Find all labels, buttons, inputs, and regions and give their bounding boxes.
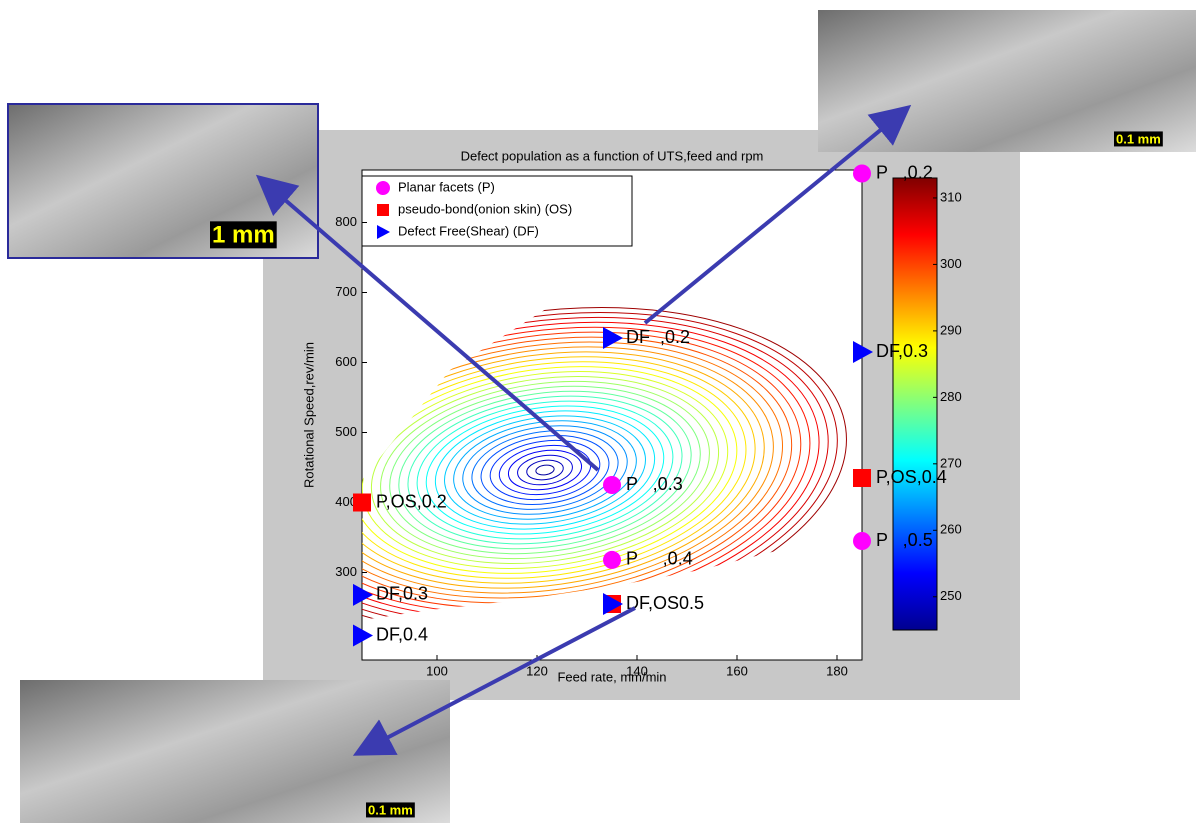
x-tick-label: 160 — [726, 663, 748, 678]
point-label: P,OS,0.4 — [876, 467, 947, 487]
x-tick-label: 100 — [426, 663, 448, 678]
point-label: DF ,0.2 — [626, 327, 690, 347]
marker — [603, 476, 621, 494]
marker — [853, 165, 871, 183]
legend-label: pseudo-bond(onion skin) (OS) — [398, 201, 572, 216]
y-tick-label: 500 — [335, 424, 357, 439]
legend-marker — [376, 181, 390, 195]
legend-marker — [377, 204, 389, 216]
colorbar-tick-label: 250 — [940, 588, 962, 603]
x-tick-label: 180 — [826, 663, 848, 678]
marker — [603, 551, 621, 569]
colorbar-tick-label: 260 — [940, 522, 962, 537]
point-label: DF,0.3 — [376, 584, 428, 604]
x-tick-label: 140 — [626, 663, 648, 678]
chart-title: Defect population as a function of UTS,f… — [461, 148, 764, 163]
scale-label: 0.1 mm — [1116, 131, 1161, 146]
point-label: P ,0.4 — [626, 549, 693, 569]
legend-label: Defect Free(Shear) (DF) — [398, 223, 539, 238]
point-label: P ,0.3 — [626, 474, 683, 494]
colorbar — [893, 178, 937, 630]
colorbar-tick-label: 310 — [940, 189, 962, 204]
marker — [853, 469, 871, 487]
marker — [853, 532, 871, 550]
point-label: DF,OS0.5 — [626, 593, 704, 613]
point-label: P,OS,0.2 — [376, 491, 447, 511]
y-tick-label: 300 — [335, 564, 357, 579]
scale-label: 0.1 mm — [368, 802, 413, 817]
colorbar-tick-label: 280 — [940, 389, 962, 404]
x-axis-label: Feed rate, mm/min — [557, 669, 666, 684]
page: Defect population as a function of UTS,f… — [0, 0, 1196, 823]
y-tick-label: 700 — [335, 284, 357, 299]
x-tick-label: 120 — [526, 663, 548, 678]
colorbar-tick-label: 290 — [940, 322, 962, 337]
scale-label: 1 mm — [212, 221, 275, 248]
y-tick-label: 600 — [335, 354, 357, 369]
colorbar-tick-label: 300 — [940, 256, 962, 271]
legend-label: Planar facets (P) — [398, 179, 495, 194]
point-label: P ,0.2 — [876, 162, 933, 182]
point-label: DF,0.3 — [876, 341, 928, 361]
y-axis-label: Rotational Speed,rev/min — [301, 342, 316, 488]
y-tick-label: 800 — [335, 214, 357, 229]
point-label: P ,0.5 — [876, 530, 933, 550]
point-label: DF,0.4 — [376, 624, 428, 644]
marker — [353, 494, 371, 512]
